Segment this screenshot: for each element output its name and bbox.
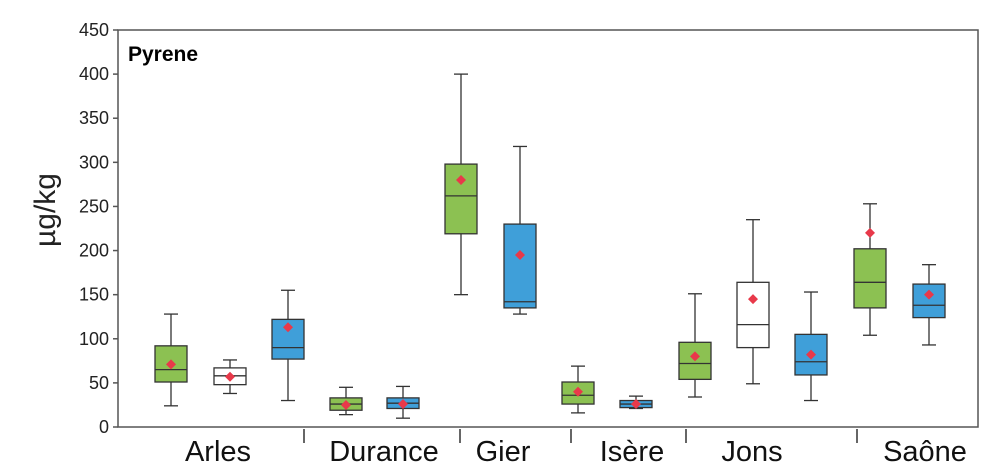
box-3-0-mean-marker xyxy=(573,386,583,397)
y-tick-label-50: 50 xyxy=(89,373,109,393)
box-2-1-mean-marker xyxy=(515,249,525,260)
group-label-4: Jons xyxy=(721,436,782,468)
plot-frame xyxy=(117,29,979,428)
group-label-5: Saône xyxy=(883,436,967,468)
box-5-0-iqr-box xyxy=(853,248,887,309)
box-0-1-mean-marker xyxy=(225,371,235,382)
box-1-1-mean-marker xyxy=(398,399,408,410)
box-2-0-mean-marker xyxy=(456,174,466,185)
box-4-0-mean-marker xyxy=(690,351,700,362)
y-tick-label-200: 200 xyxy=(79,241,109,261)
box-3-1-mean-marker xyxy=(631,399,641,410)
x-axis: Arles Durance Gier Isère Jons Saône xyxy=(185,429,967,468)
box-4-1-iqr-box xyxy=(736,281,770,349)
box-series xyxy=(154,73,946,419)
y-tick-label-300: 300 xyxy=(79,152,109,172)
box-0-2-mean-marker xyxy=(283,322,293,333)
box-0-0-mean-marker xyxy=(166,359,176,370)
box-5-0-mean-marker xyxy=(865,227,875,238)
box-0-2-iqr-box xyxy=(271,318,305,360)
y-tick-label-100: 100 xyxy=(79,329,109,349)
box-5-1-mean-marker xyxy=(924,289,934,300)
box-4-2-mean-marker xyxy=(806,349,816,360)
y-tick-label-0: 0 xyxy=(99,417,109,437)
box-2-0-iqr-box xyxy=(444,163,478,235)
chart-title: Pyrene xyxy=(128,43,198,66)
y-tick-label-250: 250 xyxy=(79,196,109,216)
group-label-1: Durance xyxy=(329,436,439,468)
box-4-1-mean-marker xyxy=(748,294,758,305)
box-1-0-mean-marker xyxy=(341,399,351,410)
y-tick-label-450: 450 xyxy=(79,20,109,40)
box-5-1-iqr-box xyxy=(912,283,946,319)
y-tick-label-150: 150 xyxy=(79,285,109,305)
y-tick-label-400: 400 xyxy=(79,64,109,84)
y-tick-label-350: 350 xyxy=(79,108,109,128)
group-label-0: Arles xyxy=(185,436,251,468)
group-label-2: Gier xyxy=(476,436,531,468)
group-label-3: Isère xyxy=(600,436,664,468)
y-axis: 0 50 100 150 200 250 300 350 400 450 xyxy=(79,20,118,437)
box-2-1-iqr-box xyxy=(503,223,537,309)
y-axis-label: µg/kg xyxy=(29,173,62,247)
